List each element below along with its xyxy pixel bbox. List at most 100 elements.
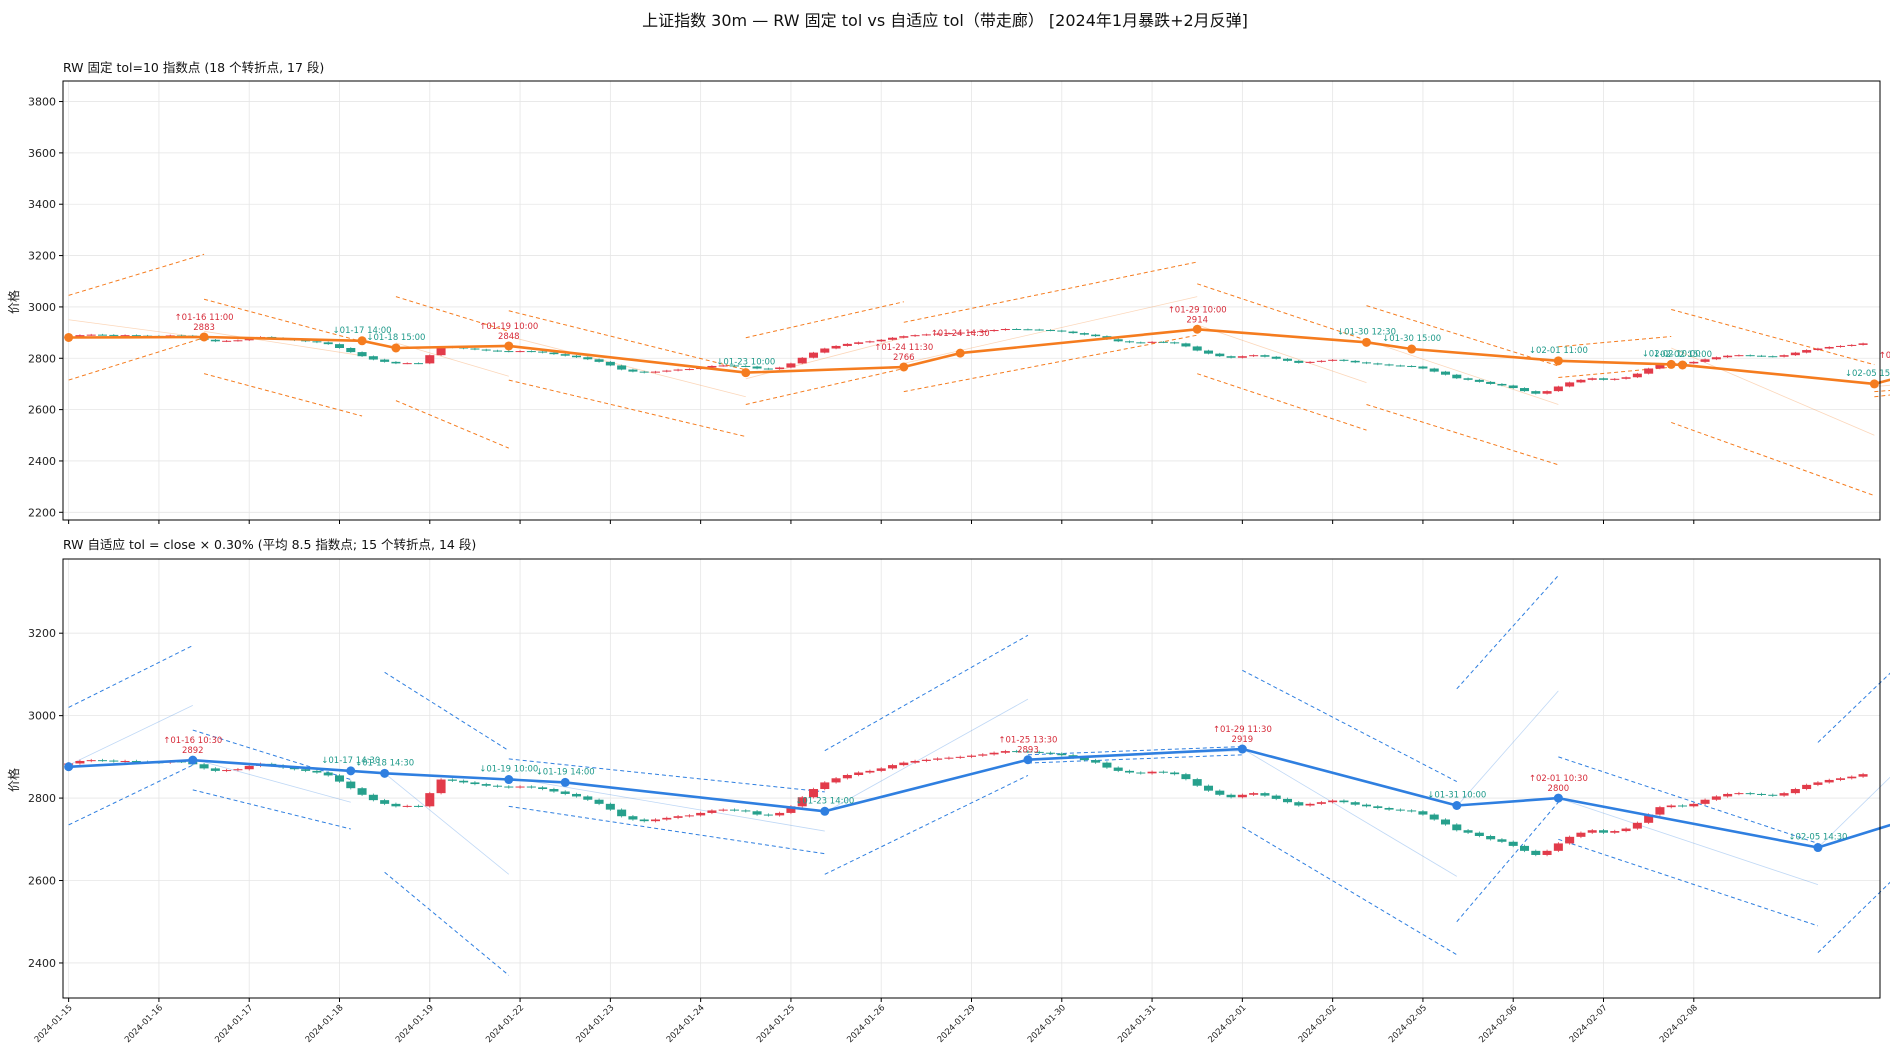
pivot-marker — [1407, 344, 1417, 354]
candle-body — [808, 352, 819, 358]
candle-body — [380, 359, 390, 362]
candle-body — [684, 815, 694, 817]
x-tick-label: 2024-02-07 — [1568, 1003, 1610, 1045]
candle-body — [1553, 843, 1563, 851]
pivot-marker — [955, 348, 965, 358]
candle-body — [1723, 355, 1733, 358]
candle-body — [1463, 830, 1473, 833]
candle-body — [955, 756, 965, 758]
x-tick-label: 2024-02-02 — [1297, 1003, 1339, 1045]
pivot-marker — [1452, 800, 1462, 810]
candle-body — [1587, 830, 1597, 833]
candle-body — [1734, 355, 1744, 357]
corridor-upper-line — [1558, 756, 1819, 844]
candle-body — [504, 786, 514, 788]
candle-body — [899, 336, 909, 338]
candle-body — [1000, 328, 1010, 331]
pivot-label: ↓01-19 10:00 — [479, 765, 538, 775]
candle-body — [120, 335, 130, 337]
candle-body — [1079, 757, 1089, 761]
corridor-mid-line — [1197, 324, 1367, 384]
candle-body — [1858, 343, 1868, 345]
candle-body — [1587, 378, 1597, 380]
candle-body — [301, 769, 311, 771]
candle-body — [402, 363, 412, 365]
corridor-lower-line — [1027, 754, 1243, 764]
candle-body — [628, 816, 638, 820]
candle-body — [1237, 356, 1247, 358]
candle-body — [808, 789, 819, 798]
candle-body — [1192, 779, 1202, 786]
pivot-marker — [188, 755, 198, 765]
candle-body — [1170, 342, 1180, 344]
corridor-mid-line — [508, 777, 825, 832]
candle-body — [1677, 805, 1688, 807]
pivot-marker — [380, 768, 390, 778]
candle-body — [741, 365, 751, 367]
candle-body — [1192, 346, 1202, 351]
corridor-lower-line — [1366, 403, 1559, 466]
x-tick-label: 2024-01-17 — [213, 1003, 255, 1045]
candle-body — [301, 340, 311, 342]
corridor-upper-line — [1027, 746, 1243, 756]
candle-body — [1756, 355, 1767, 357]
corridor-mid-line — [824, 698, 1029, 813]
candle-body — [1565, 836, 1575, 844]
candle-body — [210, 339, 220, 342]
candle-body — [797, 357, 807, 364]
candle-body — [1181, 774, 1191, 780]
candle-body — [368, 356, 378, 360]
corridor-upper-line — [1671, 309, 1875, 366]
pivot-label: ↓02-05 15:00 — [1845, 369, 1890, 379]
candle-body — [605, 803, 615, 810]
candle-body — [1452, 374, 1462, 379]
candle-body — [334, 775, 345, 782]
candle-body — [1576, 379, 1586, 383]
candle-body — [1508, 841, 1518, 846]
candle-body — [1215, 790, 1225, 795]
y-tick-label: 3800 — [28, 96, 56, 109]
candle-body — [1395, 365, 1405, 367]
corridor-upper-line — [1874, 389, 1890, 393]
y-tick-label: 2800 — [28, 792, 56, 805]
candle-body — [1802, 350, 1812, 353]
y-tick-label: 3000 — [28, 710, 56, 723]
candle-body — [75, 335, 85, 337]
candle-body — [876, 768, 886, 771]
candle-body — [1282, 358, 1293, 361]
x-tick-label: 2024-02-05 — [1387, 1003, 1429, 1045]
pivot-label: ↓02-05 14:30 — [1788, 833, 1847, 843]
pivot-label: ↑01-19 10:00 — [479, 322, 538, 332]
candle-body — [334, 344, 345, 348]
corridor-mid-line — [1558, 797, 1819, 886]
candle-body — [775, 812, 785, 816]
candle-body — [97, 760, 108, 762]
candle-body — [1700, 799, 1710, 804]
candle-body — [729, 365, 740, 367]
candle-body — [763, 814, 773, 816]
candle-body — [662, 817, 672, 820]
candle-body — [1000, 751, 1010, 753]
corridor-lower-line — [68, 337, 205, 381]
candle-body — [1553, 386, 1563, 392]
candle-body — [1632, 373, 1642, 378]
candle-body — [1091, 760, 1101, 763]
candle-body — [470, 782, 480, 785]
pivot-label: ↓01-30 15:00 — [1382, 334, 1441, 344]
candle-body — [391, 361, 401, 364]
candle-body — [1486, 381, 1496, 384]
candle-body — [1045, 752, 1056, 754]
candle-body — [944, 757, 954, 759]
candle-body — [718, 365, 728, 367]
candle-body — [1294, 802, 1304, 806]
candle-body — [459, 780, 469, 783]
candle-body — [1745, 355, 1755, 357]
candle-body — [425, 355, 435, 364]
candle-body — [1305, 803, 1315, 806]
candle-body — [1328, 800, 1338, 803]
candle-body — [583, 796, 593, 800]
candle-body — [380, 800, 390, 804]
candle-body — [1847, 776, 1857, 779]
corridor-lower-line — [508, 805, 825, 855]
pivot-label: ↓01-17 14:00 — [333, 326, 392, 336]
